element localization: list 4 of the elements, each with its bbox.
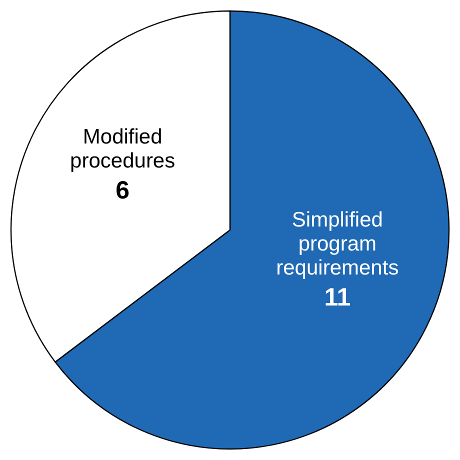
data-label: 11 bbox=[324, 283, 351, 312]
data-label: 6 bbox=[116, 176, 130, 205]
slice-label: Modified procedures bbox=[70, 126, 176, 173]
slice-label: Simplified program requirements bbox=[276, 208, 399, 280]
